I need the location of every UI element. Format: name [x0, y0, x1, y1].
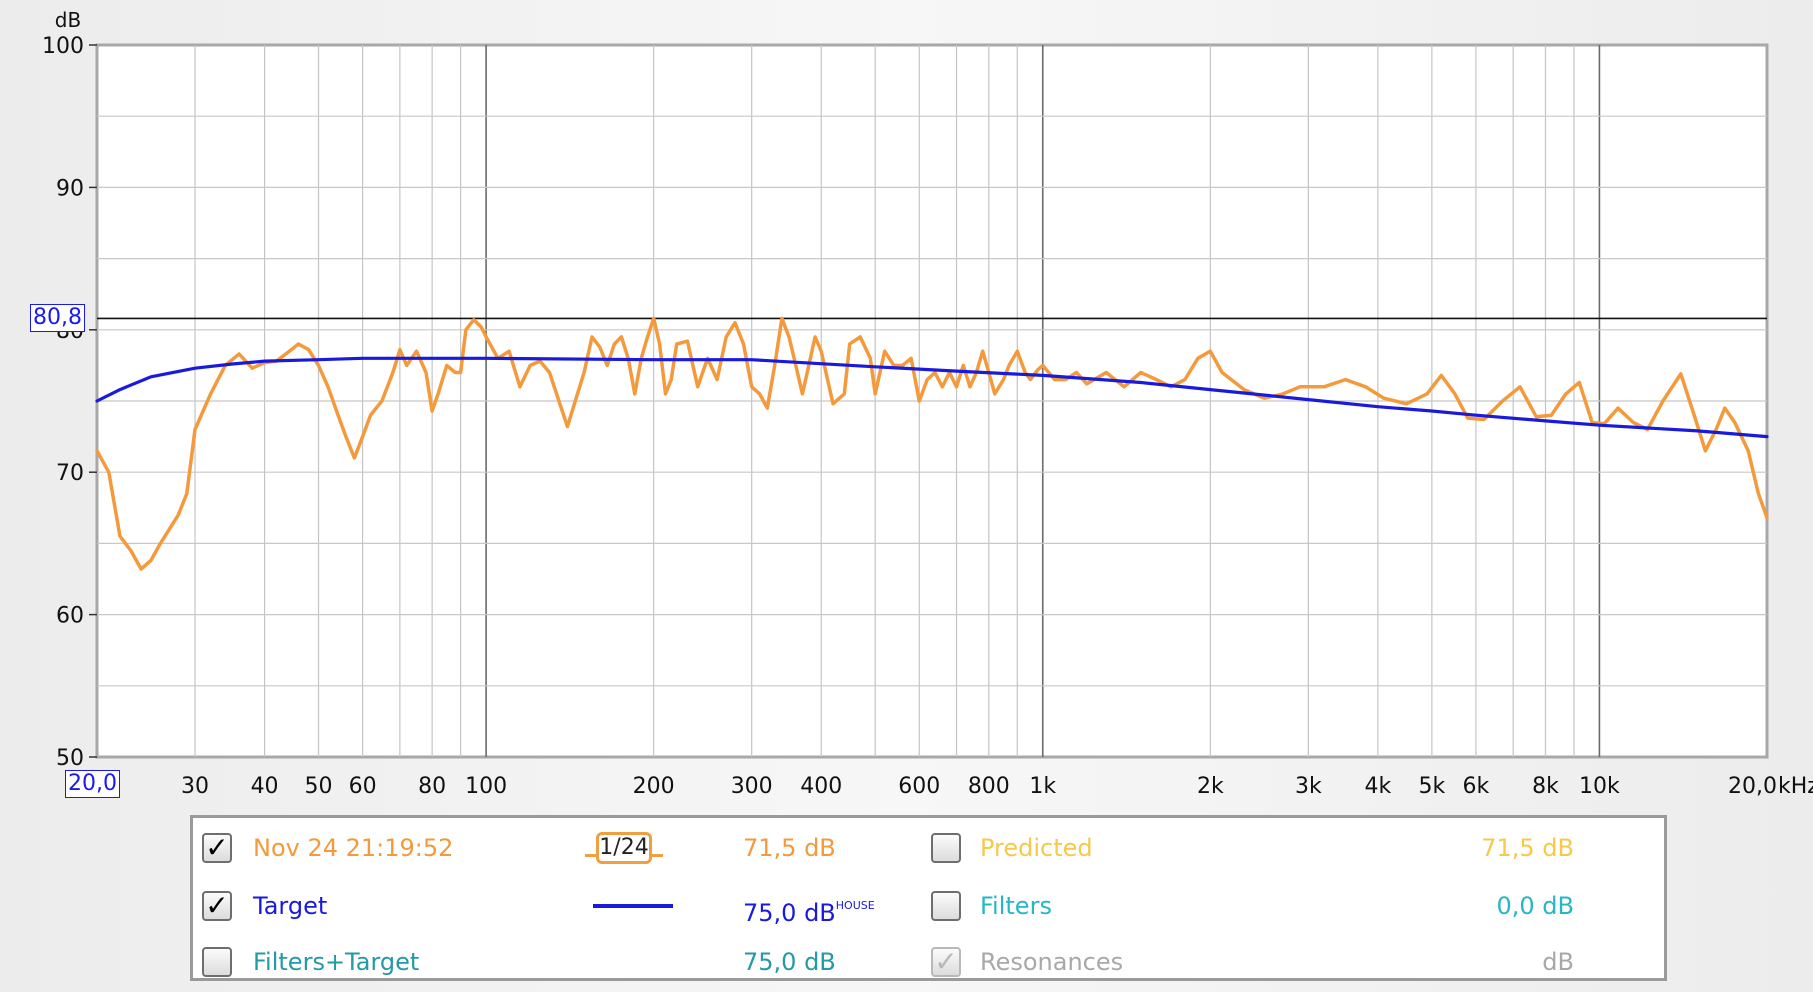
- target-checkbox[interactable]: ✓: [202, 891, 232, 921]
- target-value: 75,0 dBHOUSE: [743, 899, 875, 927]
- smoothing-selector[interactable]: 1/24: [585, 832, 663, 864]
- x-tick-label: 30: [181, 774, 209, 799]
- x-tick-label: 8k: [1532, 774, 1559, 799]
- legend-row-target: ✓ Target 75,0 dBHOUSE Filters 0,0 dB: [193, 886, 1664, 927]
- target-name: Target: [253, 892, 328, 920]
- y-tick-label: 90: [56, 176, 84, 201]
- x-tick-label: 50: [305, 774, 333, 799]
- y-axis-label: dB: [55, 8, 81, 32]
- predicted-value: 71,5 dB: [1481, 834, 1574, 862]
- x-tick-label: 1k: [1029, 774, 1056, 799]
- x-tick-label: 400: [800, 774, 842, 799]
- x-tick-label: 200: [633, 774, 675, 799]
- axis-ticks: 1009080706050304050608010020030040060080…: [42, 34, 1777, 799]
- resonances-value: dB: [1542, 948, 1574, 976]
- filters-value: 0,0 dB: [1496, 892, 1575, 920]
- filters-name: Filters: [980, 892, 1052, 920]
- target-curve: [95, 356, 1769, 439]
- resonances-name: Resonances: [980, 948, 1124, 976]
- x-tick-label: 80: [418, 774, 446, 799]
- y-tick-label: 60: [56, 604, 84, 629]
- measurement-curve: [95, 316, 1769, 571]
- frequency-response-chart[interactable]: 1009080706050304050608010020030040060080…: [0, 0, 1813, 815]
- x-tick-label: 600: [898, 774, 940, 799]
- y-tick-label: 100: [42, 34, 84, 59]
- x-tick-label: 5k: [1418, 774, 1445, 799]
- measurement-checkbox[interactable]: ✓: [202, 833, 232, 863]
- x-tick-label: 3k: [1295, 774, 1322, 799]
- filters-checkbox[interactable]: [931, 891, 961, 921]
- series-layer: [95, 316, 1769, 571]
- x-tick-label: 10k: [1579, 774, 1620, 799]
- x-tick-label: 60: [349, 774, 377, 799]
- measurement-value: 71,5 dB: [743, 834, 836, 862]
- x-cursor-value[interactable]: 20,0: [65, 770, 120, 798]
- filters-target-name: Filters+Target: [253, 948, 420, 976]
- resonances-checkbox[interactable]: ✓: [931, 947, 961, 977]
- x-axis-unit: kHz: [1778, 774, 1813, 799]
- legend-row-filters-target: Filters+Target 75,0 dB ✓ Resonances dB: [193, 942, 1664, 982]
- y-cursor-value[interactable]: 80,8: [30, 304, 85, 333]
- predicted-checkbox[interactable]: [931, 833, 961, 863]
- x-tick-label: 800: [968, 774, 1010, 799]
- x-tick-label: 20,0: [1728, 774, 1777, 799]
- x-tick-label: 100: [465, 774, 507, 799]
- x-tick-label: 300: [731, 774, 773, 799]
- legend-panel: ✓ Nov 24 21:19:52 1/24 71,5 dB Predicted…: [190, 815, 1667, 981]
- measurement-name: Nov 24 21:19:52: [253, 834, 454, 862]
- predicted-name: Predicted: [980, 834, 1093, 862]
- y-tick-label: 50: [56, 746, 84, 771]
- filters-target-checkbox[interactable]: [202, 947, 232, 977]
- y-tick-label: 70: [56, 461, 84, 486]
- target-line-swatch: [593, 904, 673, 908]
- legend-row-measurement: ✓ Nov 24 21:19:52 1/24 71,5 dB Predicted…: [193, 828, 1664, 868]
- filters-target-value: 75,0 dB: [743, 948, 836, 976]
- x-tick-label: 40: [251, 774, 279, 799]
- x-tick-label: 4k: [1365, 774, 1392, 799]
- x-tick-label: 6k: [1463, 774, 1490, 799]
- x-tick-label: 2k: [1197, 774, 1224, 799]
